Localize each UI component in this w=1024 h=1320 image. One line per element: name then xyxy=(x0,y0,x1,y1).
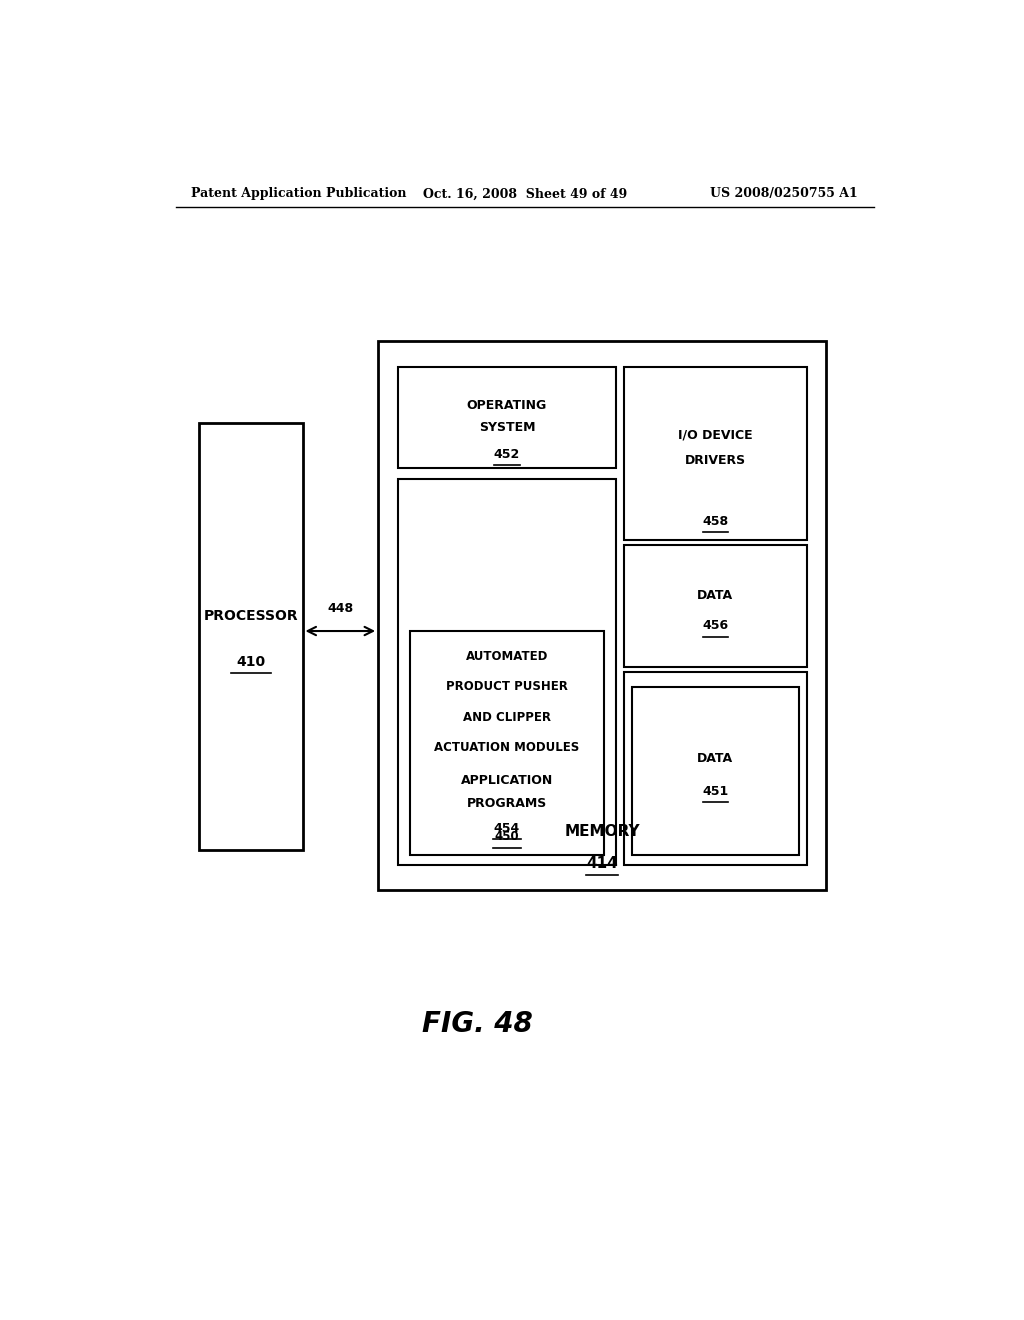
Text: 414: 414 xyxy=(587,857,618,871)
Bar xyxy=(624,367,807,540)
Bar xyxy=(410,631,604,854)
Text: DATA: DATA xyxy=(697,589,733,602)
Text: PROGRAMS: PROGRAMS xyxy=(467,797,547,810)
Bar xyxy=(397,479,616,865)
Text: OPERATING: OPERATING xyxy=(467,399,547,412)
Text: PRODUCT PUSHER: PRODUCT PUSHER xyxy=(446,680,568,693)
Bar xyxy=(200,422,303,850)
Bar xyxy=(624,672,807,865)
Text: 454: 454 xyxy=(494,822,520,834)
Text: 452: 452 xyxy=(494,447,520,461)
Text: AUTOMATED: AUTOMATED xyxy=(466,649,548,663)
Text: ACTUATION MODULES: ACTUATION MODULES xyxy=(434,742,580,755)
Text: 410: 410 xyxy=(237,655,265,668)
Text: I/O DEVICE: I/O DEVICE xyxy=(678,429,753,441)
Bar xyxy=(624,545,807,667)
Text: MEMORY: MEMORY xyxy=(564,824,640,838)
Text: 450: 450 xyxy=(495,830,519,843)
Text: 451: 451 xyxy=(702,784,728,797)
Text: 458: 458 xyxy=(702,515,728,528)
Text: Oct. 16, 2008  Sheet 49 of 49: Oct. 16, 2008 Sheet 49 of 49 xyxy=(423,187,627,201)
Text: DRIVERS: DRIVERS xyxy=(685,454,745,467)
Text: 456: 456 xyxy=(702,619,728,632)
Text: Patent Application Publication: Patent Application Publication xyxy=(191,187,407,201)
Text: US 2008/0250755 A1: US 2008/0250755 A1 xyxy=(711,187,858,201)
Text: SYSTEM: SYSTEM xyxy=(478,421,536,434)
Text: APPLICATION: APPLICATION xyxy=(461,774,553,787)
Text: AND CLIPPER: AND CLIPPER xyxy=(463,711,551,723)
Text: DATA: DATA xyxy=(697,752,733,766)
Text: 448: 448 xyxy=(328,602,353,615)
Text: FIG. 48: FIG. 48 xyxy=(422,1010,532,1039)
Bar xyxy=(378,342,826,890)
Bar xyxy=(632,686,799,854)
Bar xyxy=(397,367,616,469)
Text: PROCESSOR: PROCESSOR xyxy=(204,609,298,623)
